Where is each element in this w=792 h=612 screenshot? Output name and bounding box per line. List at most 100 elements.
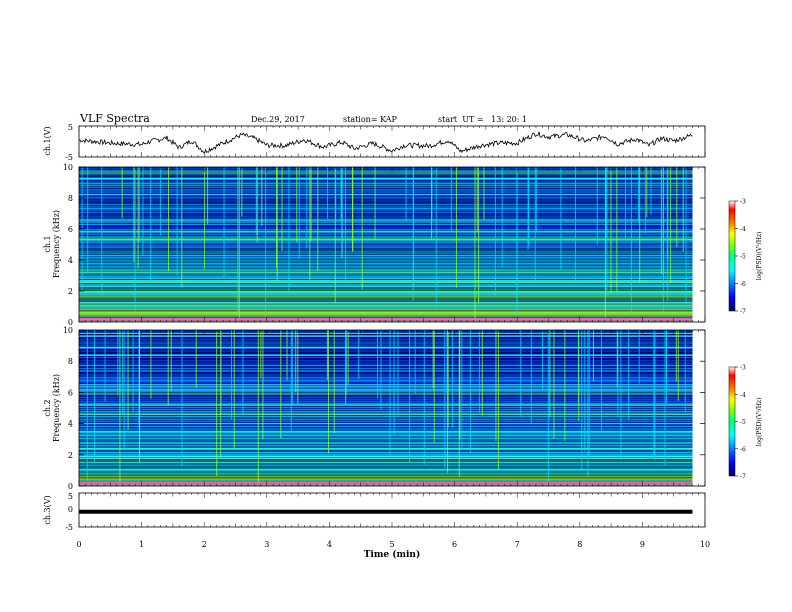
spectrogram-impulse <box>596 167 598 245</box>
spectrogram-row <box>79 427 693 428</box>
spectrogram-band <box>79 271 693 273</box>
spectrogram-impulse <box>676 167 678 247</box>
spectrogram-impulse <box>610 167 612 293</box>
spectrogram-row <box>79 271 693 272</box>
spectrogram-band <box>79 239 693 241</box>
ch1-spectrogram-ylabel-channel: ch.1 <box>43 235 52 252</box>
spectrogram-row <box>79 278 693 279</box>
spectrogram-impulse <box>397 330 399 417</box>
spectrogram-row <box>79 266 693 267</box>
spectrogram-row <box>79 298 693 299</box>
ch1-spectrogram-image <box>79 167 693 322</box>
spectrogram-row <box>79 186 693 187</box>
spectrogram-row <box>79 360 693 361</box>
spectrogram-row <box>79 366 693 367</box>
spectrogram-row <box>79 450 693 451</box>
spectrogram-impulse <box>450 167 452 232</box>
spectrogram-impulse <box>347 330 349 386</box>
spectrogram-band <box>79 312 693 314</box>
spectrogram-impulse <box>150 167 152 282</box>
spectrogram-band <box>79 404 693 406</box>
spectrogram-impulse <box>296 167 298 243</box>
spectrogram-impulse <box>527 167 529 250</box>
spectrogram-row <box>79 466 693 467</box>
spectrogram-row <box>79 257 693 258</box>
spectrogram-row <box>79 376 693 377</box>
spectrogram-impulse <box>334 167 336 303</box>
spectrogram-row <box>79 229 693 230</box>
spectrogram-row <box>79 337 693 338</box>
spectrogram-row <box>79 415 693 416</box>
spectrogram-row <box>79 209 693 210</box>
spectrogram-impulse <box>606 167 608 240</box>
spectrogram-row <box>79 217 693 218</box>
colorbar-tick-label: -5 <box>740 254 746 261</box>
ch2-colorbar-ticks: -3 -4 -5 -6 -7 <box>735 365 746 481</box>
spectrogram-row <box>79 446 693 447</box>
spectrogram-band <box>79 447 693 449</box>
spectrogram-impulse <box>127 330 129 430</box>
spectrogram-row <box>79 400 693 401</box>
spectrogram-impulse <box>405 167 407 222</box>
spectrogram-row <box>79 216 693 217</box>
spectrogram-row <box>79 379 693 380</box>
frequency-tick-label: 10 <box>63 326 73 335</box>
ch2-frequency-ticks: 0 2 4 6 8 10 <box>63 326 705 491</box>
spectrogram-row <box>79 358 693 359</box>
spectrogram-row <box>79 443 693 444</box>
spectrogram-impulse <box>393 330 395 435</box>
spectrogram-row <box>79 193 693 194</box>
spectrogram-row <box>79 374 693 375</box>
spectrogram-impulse <box>474 167 476 320</box>
spectrogram-row <box>79 224 693 225</box>
spectrogram-row <box>79 255 693 256</box>
spectrogram-impulse <box>432 330 434 389</box>
spectrogram-impulse <box>423 330 425 465</box>
spectrogram-row <box>79 433 693 434</box>
spectrogram-impulse <box>358 330 360 379</box>
spectrogram-row <box>79 410 693 411</box>
spectrogram-row <box>79 396 693 397</box>
spectrogram-row <box>79 307 693 308</box>
spectrogram-row <box>79 471 693 472</box>
spectrogram-impulse <box>117 330 119 396</box>
spectrogram-row <box>79 277 693 278</box>
spectrogram-row <box>79 305 693 306</box>
spectrogram-impulse <box>646 167 648 218</box>
spectrogram-row <box>79 192 693 193</box>
spectrogram-impulse <box>167 330 169 406</box>
colorbar-tick-label: -4 <box>740 392 746 399</box>
spectrogram-impulse <box>290 330 292 432</box>
spectrogram-impulse <box>520 330 522 418</box>
spectrogram-impulse <box>458 330 460 477</box>
time-tick-label: 4 <box>327 540 332 549</box>
spectrogram-row <box>79 293 693 294</box>
header-date: Dec.29, 2017 <box>251 115 305 124</box>
time-tick-label: 9 <box>640 540 645 549</box>
spectrogram-row <box>79 338 693 339</box>
spectrogram-row <box>79 418 693 419</box>
spectrogram-band <box>79 291 693 293</box>
ch2-spectrogram-ylabel-freq: Frequency (kHz) <box>52 374 61 442</box>
spectrogram-impulse <box>592 330 594 382</box>
spectrogram-row <box>79 197 693 198</box>
spectrogram-row <box>79 241 693 242</box>
spectrogram-impulse <box>620 330 622 460</box>
spectrogram-band <box>79 178 693 180</box>
spectrogram-impulse <box>86 330 88 481</box>
spectrogram-impulse <box>361 167 363 290</box>
spectrogram-row <box>79 424 693 425</box>
ch2-colorbar-label: log(PSD)(V²/Hz) <box>756 398 763 447</box>
spectrogram-row <box>79 264 693 265</box>
spectrogram-impulse <box>241 167 243 217</box>
spectrogram-row <box>79 252 693 253</box>
spectrogram-row <box>79 416 693 417</box>
colorbar-tick-label: -6 <box>740 281 746 288</box>
spectrogram-impulse <box>123 330 125 451</box>
spectrogram-impulse <box>616 167 618 292</box>
frequency-tick-label: 4 <box>68 420 73 429</box>
spectrogram-row <box>79 273 693 274</box>
spectrogram-row <box>79 228 693 229</box>
spectrogram-row <box>79 343 693 344</box>
colorbar-tick-label: -5 <box>740 419 746 426</box>
